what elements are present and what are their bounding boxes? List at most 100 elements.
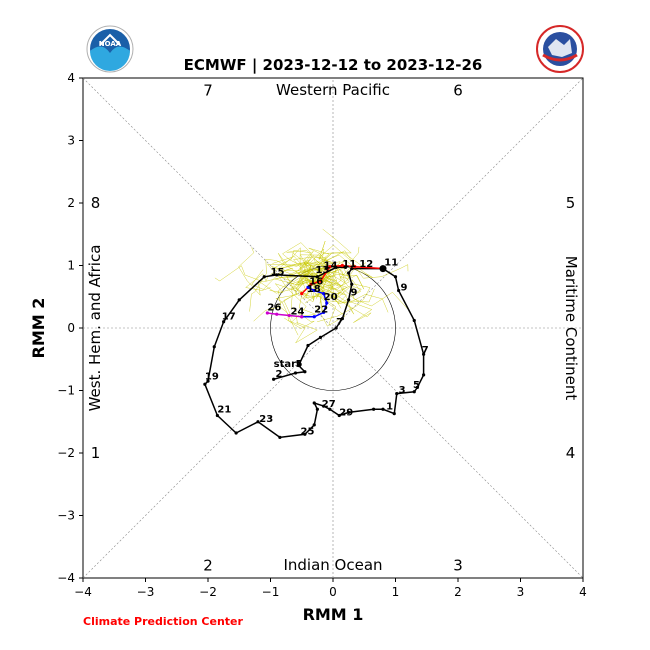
- series-point: [422, 373, 426, 377]
- ensemble-line: [301, 265, 350, 290]
- day-label: 27: [322, 399, 336, 410]
- x-tick-label: −3: [137, 585, 155, 599]
- series-point: [275, 312, 279, 316]
- ensemble-line: [310, 264, 409, 279]
- series-point: [315, 275, 319, 279]
- series-point: [328, 407, 332, 411]
- series-point: [353, 265, 357, 269]
- chart-title: ECMWF | 2023-12-12 to 2023-12-26: [184, 56, 483, 75]
- y-tick-label: −1: [57, 384, 75, 398]
- series-point: [318, 279, 323, 283]
- ensemble-line: [251, 267, 314, 290]
- guide-lines: [82, 77, 584, 579]
- series-point: [303, 370, 307, 374]
- path-end-marker: [379, 265, 387, 273]
- series-point: [312, 315, 316, 319]
- ensemble-line: [289, 274, 334, 303]
- day-label: 22: [314, 304, 328, 315]
- ensemble-line: [325, 250, 373, 287]
- series-point: [287, 313, 291, 318]
- phase-label: 4: [566, 444, 576, 462]
- series-point: [372, 407, 376, 411]
- series-line-0: [204, 266, 425, 439]
- series-point: [297, 363, 301, 368]
- series-point: [392, 412, 396, 416]
- series-point: [350, 267, 354, 271]
- series-point: [393, 275, 398, 279]
- ensemble-members: [214, 228, 409, 344]
- day-label: 3: [399, 385, 406, 396]
- series-point: [309, 282, 313, 286]
- noaa-logo: NOAA: [86, 25, 134, 73]
- x-tick-label: −4: [74, 585, 92, 599]
- ensemble-line: [304, 267, 345, 304]
- day-label: 16: [309, 276, 323, 287]
- series-point: [381, 407, 385, 411]
- series-point: [278, 435, 282, 439]
- y-tick-label: 4: [67, 71, 75, 85]
- series-point: [222, 320, 226, 324]
- ensemble-line: [301, 263, 337, 325]
- ensemble-line: [318, 266, 355, 315]
- series-point: [322, 310, 326, 314]
- phase-label: 7: [203, 82, 213, 100]
- ensemble-line: [274, 242, 326, 271]
- ensemble-line: [297, 255, 332, 281]
- x-tick-label: 1: [392, 585, 400, 599]
- credit-label: Climate Prediction Center: [83, 615, 243, 628]
- day-label: 14: [324, 261, 338, 272]
- series-point: [395, 392, 399, 396]
- series-point: [412, 390, 416, 394]
- x-tick-label: 4: [579, 585, 587, 599]
- x-tick-label: 3: [517, 585, 525, 599]
- day-label: 21: [217, 404, 231, 415]
- series-point: [312, 423, 316, 427]
- ensemble-line: [295, 264, 333, 299]
- series-point: [415, 385, 419, 389]
- phase-label: 6: [453, 82, 463, 100]
- day-label: 26: [267, 303, 281, 314]
- ensemble-line: [214, 265, 326, 283]
- diagonal-line: [82, 77, 584, 579]
- series-point: [234, 431, 238, 435]
- day-label: 9: [351, 288, 358, 299]
- day-label: 5: [296, 359, 303, 370]
- series-point: [272, 377, 276, 381]
- series-point: [256, 420, 260, 424]
- series-point: [212, 345, 216, 349]
- day-label: 2: [276, 369, 283, 380]
- series-point: [347, 298, 351, 302]
- series-point: [340, 317, 344, 321]
- ensemble-line: [310, 255, 365, 290]
- ensemble-line: [300, 240, 367, 269]
- nws-logo: [536, 25, 584, 73]
- series-point: [206, 379, 210, 383]
- y-tick-label: 0: [67, 321, 75, 335]
- region-left-label: West. Hem. and Africa: [86, 245, 104, 412]
- y-tick-label: −4: [57, 571, 75, 585]
- ensemble-line: [308, 279, 409, 310]
- region-right-label: Maritime Continent: [562, 256, 580, 401]
- x-tick-label: −2: [199, 585, 217, 599]
- series-point: [265, 311, 269, 315]
- series-point: [215, 413, 219, 418]
- series-point: [334, 326, 338, 330]
- x-tick-label: 2: [454, 585, 462, 599]
- ensemble-line: [238, 247, 304, 296]
- series-point: [350, 282, 354, 286]
- series-point: [312, 288, 316, 293]
- day-label: start: [274, 359, 301, 370]
- series-point: [322, 292, 326, 296]
- noaa-logo-text: NOAA: [99, 40, 122, 48]
- x-tick-label: −1: [262, 585, 280, 599]
- day-label: 18: [307, 284, 321, 295]
- series-point: [422, 352, 426, 356]
- day-label: 7: [422, 345, 429, 356]
- series-point: [275, 273, 279, 277]
- series-point: [237, 298, 241, 302]
- day-label: 23: [259, 414, 273, 425]
